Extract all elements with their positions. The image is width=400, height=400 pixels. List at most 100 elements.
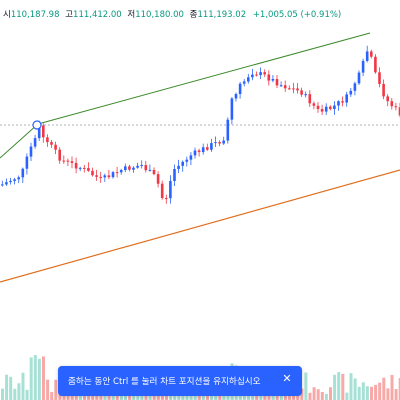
volume-bar (201, 393, 205, 400)
candle-body (238, 83, 242, 95)
high-value: 111,412.00 (73, 10, 122, 20)
volume-bar (111, 393, 115, 400)
candle-body (103, 175, 107, 178)
candle-body (111, 172, 115, 178)
candle-body (345, 94, 348, 103)
candle-body (115, 172, 119, 174)
close-icon[interactable]: ✕ (282, 371, 292, 385)
volume-bar (316, 389, 320, 400)
ohlc-legend: 시110,187.98 고111,412.00 저110,180.00 종111… (0, 8, 341, 22)
candle-body (242, 81, 246, 84)
volume-bar (13, 388, 17, 400)
volume-bar (370, 386, 373, 400)
candle-body (296, 88, 299, 91)
candle-body (275, 78, 279, 86)
close-label: 종 (189, 10, 198, 20)
high-label: 고 (65, 10, 74, 20)
trendline-upper-extension[interactable] (0, 123, 39, 159)
toast-message: 줌하는 동안 Ctrl 를 눌러 차트 포지션을 유지하십시오 (68, 377, 261, 387)
candle-body (169, 181, 172, 199)
candle-body (185, 159, 189, 162)
trendline-lower[interactable] (0, 169, 400, 283)
candle-body (316, 105, 320, 110)
volume-bar (312, 387, 316, 400)
candle-body (91, 170, 94, 176)
candle-body (320, 109, 324, 112)
candle-body (13, 179, 16, 181)
candle-body (70, 161, 74, 163)
volume-bar (320, 391, 324, 400)
volume-bar (29, 357, 33, 400)
candle-body (398, 107, 400, 116)
candle-body (370, 51, 373, 57)
low-value: 110,180.00 (135, 10, 184, 20)
candle-body (337, 101, 340, 106)
trendline-anchor-handle[interactable] (32, 120, 42, 130)
candle-body (17, 177, 20, 180)
volume-bar (5, 374, 9, 400)
candle-body (349, 90, 353, 95)
candle-body (25, 156, 29, 169)
candle-body (259, 72, 262, 76)
candle-body (312, 103, 316, 106)
candle-body (288, 88, 291, 90)
candle-body (271, 78, 275, 81)
candle-body (54, 144, 57, 150)
candle-body (144, 165, 148, 171)
candle-body (329, 106, 332, 110)
candle-body (78, 167, 82, 169)
volume-bar (37, 358, 41, 400)
candle-body (390, 101, 394, 107)
volume-bar (25, 389, 29, 400)
candle-body (177, 165, 180, 169)
candle-body (222, 140, 225, 144)
candle-body (37, 125, 41, 139)
volume-bar (345, 392, 349, 400)
candle-body (292, 88, 295, 90)
candle-body (218, 142, 221, 144)
candle-body (300, 90, 303, 95)
candle-body (361, 60, 365, 73)
volume-bar (42, 356, 45, 400)
candle-body (95, 175, 98, 177)
candle-body (255, 74, 258, 76)
candle-body (33, 138, 37, 147)
candle-body (119, 170, 123, 173)
candle-body (386, 96, 389, 102)
volume-bar (304, 372, 308, 400)
volume-bar (337, 372, 341, 400)
volume-bar (386, 388, 390, 400)
candle-body (333, 105, 336, 110)
volume-bar (382, 377, 386, 400)
candle-body (189, 155, 193, 160)
candle-body (50, 142, 53, 145)
low-label: 저 (127, 10, 136, 20)
candle-body (197, 150, 201, 153)
volume-bar (394, 389, 398, 400)
volume-bar (308, 392, 312, 400)
volume-bar (54, 379, 58, 400)
volume-bar (300, 388, 304, 400)
candle-body (374, 56, 377, 73)
candle-body (99, 176, 102, 178)
volume-bar (9, 376, 13, 400)
candle-body (87, 168, 90, 171)
candle-body (74, 162, 78, 169)
volume-bar (324, 393, 328, 400)
volume-bar (296, 392, 300, 400)
volume-bar (378, 382, 382, 400)
volume-bar (148, 392, 152, 400)
volume-bar (329, 387, 332, 400)
candle-body (5, 182, 8, 185)
candle-body (251, 74, 254, 78)
candle-body (46, 137, 49, 143)
candle-body (382, 83, 385, 97)
volume-bar (374, 384, 378, 400)
candle-body (132, 167, 135, 170)
candle-body (357, 72, 361, 84)
trendline-upper[interactable] (37, 32, 371, 125)
candle-body (210, 143, 213, 150)
candle-body (308, 94, 312, 104)
candle-body (193, 150, 197, 156)
